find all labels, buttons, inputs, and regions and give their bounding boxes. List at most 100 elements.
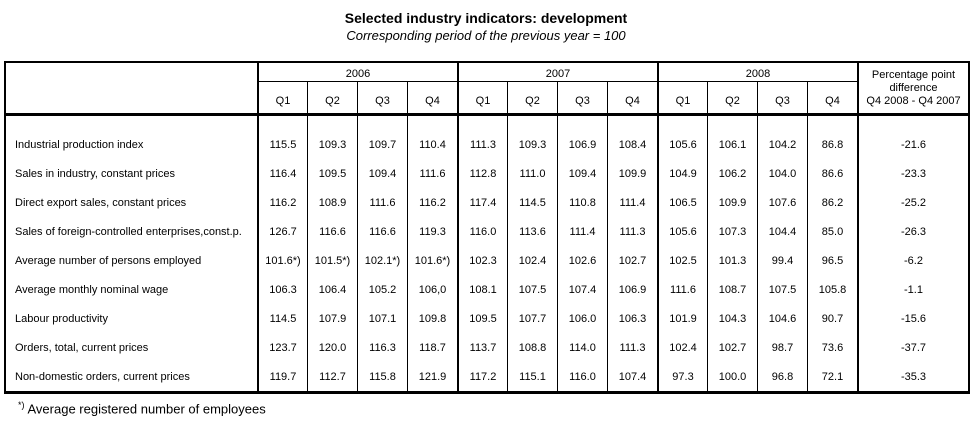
value-cell: 102.1*) (357, 246, 407, 275)
spacer-cell (457, 116, 507, 130)
row-label: Labour productivity (15, 312, 108, 325)
value-cell: 119.3 (407, 217, 457, 246)
value-cell: 108.4 (607, 130, 657, 159)
footnote-text: Average registered number of employees (27, 401, 266, 417)
spacer-cell (257, 116, 307, 130)
value-cell: 112.8 (457, 159, 507, 188)
footnote-marker: *) (18, 400, 25, 410)
value-cell: 112.7 (307, 362, 357, 391)
page-title: Selected industry indicators: developmen… (344, 10, 628, 26)
value-cell: 116.4 (257, 159, 307, 188)
value-cell: 101.9 (657, 304, 707, 333)
quarter-header: Q4 (407, 82, 457, 116)
value-cell: 111.4 (557, 217, 607, 246)
value-cell: 109.4 (557, 159, 607, 188)
value-cell: 96.8 (757, 362, 807, 391)
value-cell: 109.9 (707, 188, 757, 217)
value-cell: 116.0 (557, 362, 607, 391)
spacer-cell (307, 116, 357, 130)
value-cell: 96.5 (807, 246, 857, 275)
spacer-cell (507, 116, 557, 130)
value-cell: 111.4 (607, 188, 657, 217)
difference-column-header: Percentage point difference Q4 2008 - Q4… (857, 63, 968, 116)
year-header-2007: 2007 (457, 63, 657, 82)
value-cell: 106.5 (657, 188, 707, 217)
value-cell: 121.9 (407, 362, 457, 391)
indicators-table: 2006 2007 2008 Percentage point differen… (4, 61, 970, 394)
value-cell: 107.7 (507, 304, 557, 333)
quarter-header: Q3 (757, 82, 807, 116)
diff-cell: -37.7 (857, 333, 968, 362)
value-cell: 115.8 (357, 362, 407, 391)
value-cell: 102.3 (457, 246, 507, 275)
value-cell: 118.7 (407, 333, 457, 362)
quarter-header: Q3 (357, 82, 407, 116)
diff-cell: -23.3 (857, 159, 968, 188)
value-cell: 86.6 (807, 159, 857, 188)
value-cell: 111.0 (507, 159, 557, 188)
value-cell: 110.8 (557, 188, 607, 217)
value-cell: 104.6 (757, 304, 807, 333)
quarter-header: Q4 (807, 82, 857, 116)
spacer-cell (707, 116, 757, 130)
value-cell: 116.6 (357, 217, 407, 246)
value-cell: 107.5 (757, 275, 807, 304)
quarter-header: Q2 (307, 82, 357, 116)
value-cell: 111.6 (407, 159, 457, 188)
value-cell: 111.3 (607, 217, 657, 246)
value-cell: 116.3 (357, 333, 407, 362)
value-cell: 85.0 (807, 217, 857, 246)
spacer-cell (857, 116, 968, 130)
value-cell: 109.3 (307, 130, 357, 159)
value-cell: 101.3 (707, 246, 757, 275)
difference-header-line: Percentage point (871, 68, 956, 81)
value-cell: 108.8 (507, 333, 557, 362)
page-subtitle: Corresponding period of the previous yea… (346, 28, 626, 43)
quarter-header: Q1 (457, 82, 507, 116)
value-cell: 109.8 (407, 304, 457, 333)
spacer-cell (407, 116, 457, 130)
value-cell: 86.2 (807, 188, 857, 217)
value-cell: 117.4 (457, 188, 507, 217)
diff-cell: -1.1 (857, 275, 968, 304)
value-cell: 105.8 (807, 275, 857, 304)
value-cell: 117.2 (457, 362, 507, 391)
value-cell: 104.2 (757, 130, 807, 159)
value-cell: 104.3 (707, 304, 757, 333)
value-cell: 106.3 (257, 275, 307, 304)
value-cell: 114.5 (257, 304, 307, 333)
value-cell: 107.9 (307, 304, 357, 333)
value-cell: 106.9 (557, 130, 607, 159)
value-cell: 102.7 (607, 246, 657, 275)
value-cell: 101.6*) (257, 246, 307, 275)
value-cell: 106.3 (607, 304, 657, 333)
spacer-cell (557, 116, 607, 130)
value-cell: 109.5 (457, 304, 507, 333)
difference-header-line: Q4 2008 - Q4 2007 (866, 94, 961, 107)
value-cell: 106.2 (707, 159, 757, 188)
value-cell: 114.5 (507, 188, 557, 217)
value-cell: 109.9 (607, 159, 657, 188)
value-cell: 107.5 (507, 275, 557, 304)
quarter-header: Q1 (257, 82, 307, 116)
value-cell: 113.6 (507, 217, 557, 246)
value-cell: 105.6 (657, 130, 707, 159)
value-cell: 108.7 (707, 275, 757, 304)
value-cell: 110.4 (407, 130, 457, 159)
value-cell: 107.4 (557, 275, 607, 304)
value-cell: 108.1 (457, 275, 507, 304)
row-label: Average monthly nominal wage (15, 283, 169, 296)
row-label: Sales of foreign-controlled enterprises,… (15, 225, 242, 238)
value-cell: 99.4 (757, 246, 807, 275)
diff-cell: -6.2 (857, 246, 968, 275)
value-cell: 106.4 (307, 275, 357, 304)
spacer-cell (357, 116, 407, 130)
value-cell: 111.3 (607, 333, 657, 362)
value-cell: 115.5 (257, 130, 307, 159)
value-cell: 109.7 (357, 130, 407, 159)
quarter-header: Q1 (657, 82, 707, 116)
value-cell: 111.6 (657, 275, 707, 304)
value-cell: 102.5 (657, 246, 707, 275)
spacer-cell (807, 116, 857, 130)
spacer-cell (657, 116, 707, 130)
